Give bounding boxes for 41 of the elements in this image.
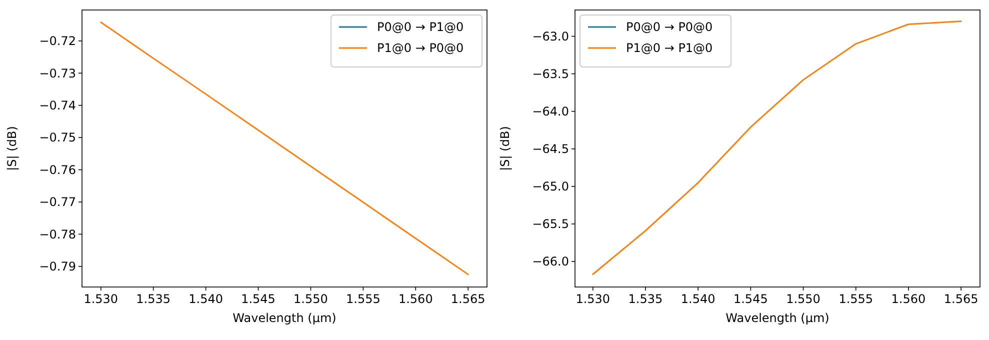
y-tick-label: −0.77: [39, 195, 76, 210]
x-tick-label: 1.565: [450, 292, 486, 306]
y-tick-label: −63.5: [532, 67, 569, 82]
x-tick-label: 1.560: [891, 292, 926, 306]
x-tick-label: 1.550: [786, 292, 820, 306]
y-tick-label: −0.79: [39, 260, 76, 274]
y-tick-label: −0.72: [39, 34, 76, 48]
x-axis-title: Wavelength (µm): [232, 311, 336, 325]
x-tick-label: 1.545: [733, 292, 768, 306]
y-tick-label: −0.74: [39, 98, 76, 113]
x-tick-label: 1.540: [188, 292, 223, 306]
y-tick-label: −64.5: [532, 142, 569, 156]
legend-label: P1@0 → P1@0: [626, 41, 713, 56]
x-tick-label: 1.560: [398, 292, 433, 306]
y-tick-label: −0.78: [39, 227, 76, 242]
y-axis-title: |S| (dB): [498, 126, 512, 171]
y-tick-label: −65.0: [532, 180, 569, 194]
y-tick-label: −0.76: [39, 162, 76, 177]
x-tick-label: 1.535: [136, 292, 171, 306]
x-tick-label: 1.565: [944, 292, 978, 306]
line-series: [592, 20, 962, 275]
y-tick-label: −64.0: [532, 104, 569, 119]
x-tick-label: 1.545: [241, 292, 276, 306]
legend-label: P0@0 → P0@0: [626, 20, 713, 34]
y-tick-label: −63.0: [532, 29, 569, 44]
y-tick-label: −65.5: [532, 217, 569, 232]
x-axis-title: Wavelength (µm): [726, 311, 830, 325]
x-tick-label: 1.530: [576, 292, 610, 306]
x-tick-label: 1.550: [294, 292, 328, 306]
x-tick-label: 1.540: [680, 292, 716, 306]
y-tick-label: −0.73: [39, 66, 76, 80]
x-tick-label: 1.530: [84, 292, 118, 306]
legend-label: P0@0 → P1@0: [377, 20, 464, 34]
legend-label: P1@0 → P0@0: [377, 41, 464, 56]
x-tick-label: 1.535: [628, 292, 663, 306]
line-series: [100, 21, 469, 276]
y-tick-label: −66.0: [532, 254, 569, 269]
x-tick-label: 1.555: [838, 292, 874, 306]
x-tick-label: 1.555: [346, 292, 380, 306]
y-tick-label: −0.75: [39, 130, 76, 145]
y-axis-title: |S| (dB): [5, 126, 19, 171]
